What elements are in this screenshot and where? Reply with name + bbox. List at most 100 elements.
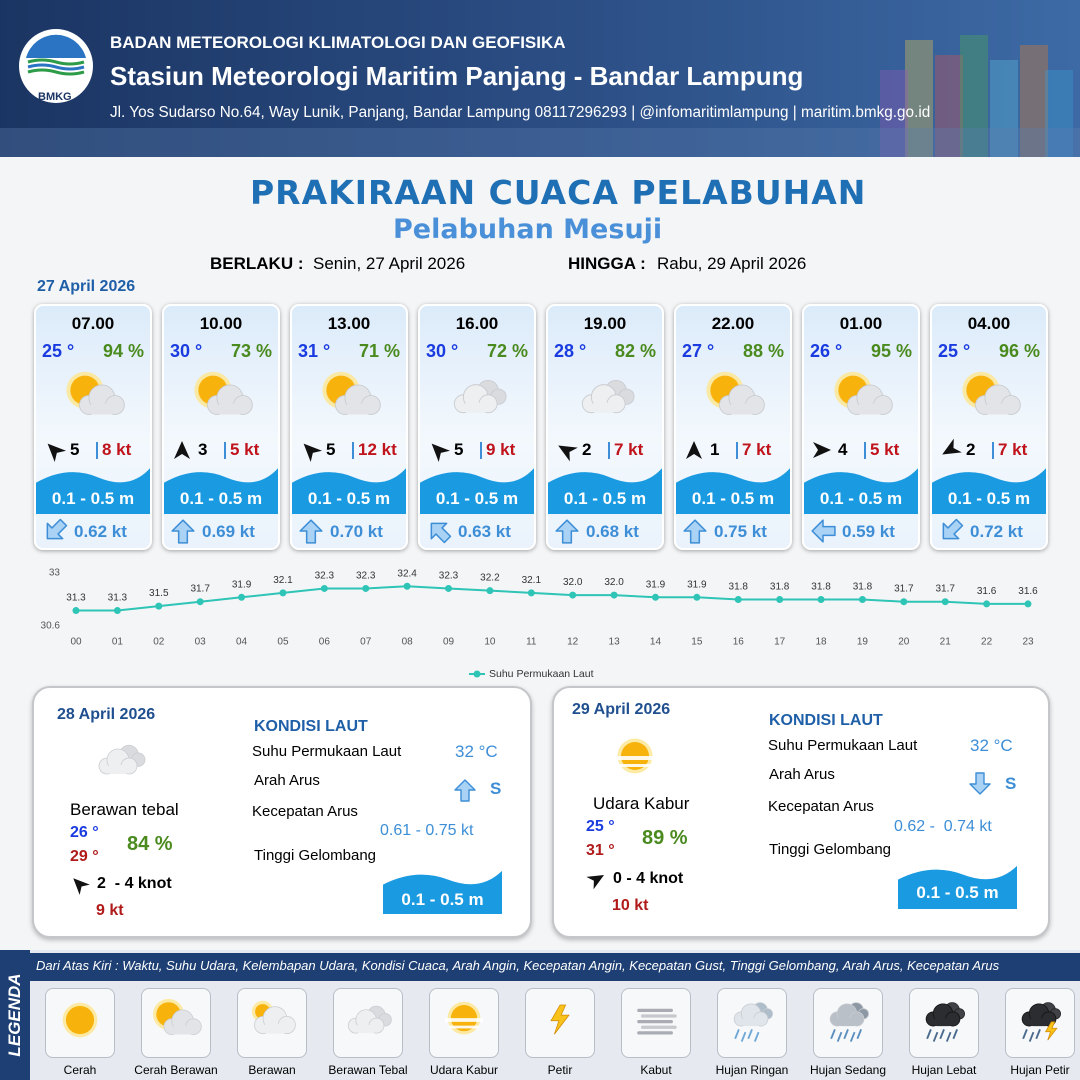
weather-icon [347, 1005, 392, 1034]
forecast-time: 07.00 [71, 314, 115, 333]
current-arrow [811, 519, 836, 543]
cloud [347, 1009, 385, 1034]
station-address: Jl. Yos Sudarso No.64, Way Lunik, Panjan… [110, 104, 931, 122]
data-label: 31.7 [190, 584, 210, 595]
forecast-time: 22.00 [711, 314, 755, 333]
forecast-card: 07.00 25 ° 94 % 5 8 kt 0.1 - 0.5 m 0.62 kt [34, 304, 152, 550]
wave-shape [548, 468, 662, 514]
data-label: 31.8 [811, 582, 831, 593]
page-title: PRAKIRAAN CUACA PELABUHAN [250, 172, 867, 212]
temp-min: 25 ° [586, 817, 615, 835]
rain-drop [849, 1031, 856, 1042]
wave-area [292, 468, 406, 514]
legend-item-label: Berawan [248, 1063, 296, 1077]
y-tick-label: 30.6 [41, 621, 61, 632]
sst-point [693, 593, 701, 601]
station-name: Stasiun Meteorologi Maritim Panjang - Ba… [110, 60, 804, 91]
container-block [1020, 45, 1048, 157]
data-label: 32.3 [315, 570, 335, 581]
air-temperature: 25 ° [938, 341, 971, 361]
sst-label: Suhu Permukaan Laut [768, 737, 918, 755]
wind-speed: 5 [326, 440, 336, 459]
sea-title: KONDISI LAUT [769, 711, 883, 729]
current-dir: S [1005, 774, 1017, 794]
haze-band [619, 764, 651, 767]
sst-point [817, 596, 825, 603]
sst-point [196, 598, 204, 606]
page-subtitle: Pelabuhan Mesuji [393, 214, 663, 246]
cloud [254, 1006, 296, 1034]
legend-note: Dari Atas Kiri : Waktu, Suhu Udara, Kele… [36, 958, 1000, 974]
rain-drop [1022, 1029, 1028, 1040]
current-arrow [430, 522, 452, 544]
wind-arrow [942, 438, 962, 455]
data-label: 31.8 [853, 582, 873, 593]
wind-arrow-head [558, 445, 578, 462]
forecast-card: 01.00 26 ° 95 % 4 5 kt 0.1 - 0.5 m 0.59 kt [802, 304, 920, 550]
x-tick-label: 13 [609, 637, 621, 648]
cloud-base [1029, 1018, 1049, 1027]
forecast-card: 22.00 27 ° 88 % 1 7 kt 0.1 - 0.5 m 0.75 kt [674, 304, 792, 550]
current-arrow-shape [969, 772, 991, 795]
wave-shape [420, 468, 534, 514]
current-arrow [454, 779, 476, 802]
humidity: 95 % [870, 341, 912, 361]
wind-arrow-head [686, 441, 702, 459]
x-tick-label: 09 [443, 637, 455, 648]
cloud-base [107, 765, 129, 774]
x-tick-label: 19 [857, 637, 869, 648]
current-arrow [969, 772, 991, 795]
rain-drop [830, 1029, 836, 1040]
forecast-card: 10.00 30 ° 73 % 3 5 kt 0.1 - 0.5 m 0.69 kt [162, 304, 280, 550]
wind-arrow [431, 443, 451, 463]
current-arrow-shape [454, 779, 476, 802]
current-arrow-shape [942, 518, 964, 540]
weather-icon [615, 738, 655, 774]
data-label: 32.3 [356, 570, 376, 581]
wave-area [898, 865, 1017, 909]
current-arrow-shape [811, 519, 836, 543]
gust-speed: 9 kt [486, 440, 516, 459]
wind-speed: 1 [710, 440, 720, 459]
data-label: 32.1 [522, 575, 542, 586]
weather-icon [251, 1000, 296, 1034]
haze-band [615, 756, 655, 760]
data-label: 31.3 [66, 593, 86, 604]
wind-range: 2 - 4 knot [97, 874, 172, 892]
current-speed-label: Kecepatan Arus [252, 803, 358, 821]
gust-speed: 5 kt [870, 440, 900, 459]
x-tick-label: 05 [277, 637, 289, 648]
forecast-card: 16.00 30 ° 72 % 5 9 kt 0.1 - 0.5 m 0.63 kt [418, 304, 536, 550]
data-label: 31.6 [1018, 586, 1038, 597]
wind-arrow [174, 441, 190, 459]
sst-point [279, 589, 287, 597]
air-temperature: 30 ° [426, 341, 459, 361]
data-label: 31.6 [977, 586, 997, 597]
weather-icon [733, 1002, 774, 1042]
cloud [925, 1003, 961, 1027]
sst-point [362, 584, 370, 592]
bmkg-logo [19, 29, 93, 103]
legend-item-label: Kabut [640, 1063, 672, 1077]
humidity: 73 % [230, 341, 272, 361]
sst-label: Suhu Permukaan Laut [252, 743, 402, 761]
data-label: 31.8 [729, 582, 749, 593]
sst-point [1024, 600, 1032, 608]
gust-speed: 7 kt [998, 440, 1028, 459]
weather-icon [581, 379, 635, 414]
wave-height: 0.1 - 0.5 m [691, 489, 775, 508]
rain-drop [1028, 1031, 1035, 1042]
container-block [990, 60, 1018, 157]
legend-item-label: Petir [547, 1063, 573, 1077]
x-tick-label: 01 [112, 637, 124, 648]
cloud [847, 384, 893, 415]
temp-max: 29 ° [70, 847, 99, 865]
rain-drop [932, 1031, 939, 1042]
x-tick-label: 00 [70, 637, 82, 648]
day-date: 27 April 2026 [37, 277, 136, 295]
x-tick-label: 08 [402, 637, 414, 648]
cloud [581, 384, 626, 414]
wind-arrow [303, 443, 323, 463]
separator [736, 442, 738, 459]
x-tick-label: 14 [650, 637, 662, 648]
